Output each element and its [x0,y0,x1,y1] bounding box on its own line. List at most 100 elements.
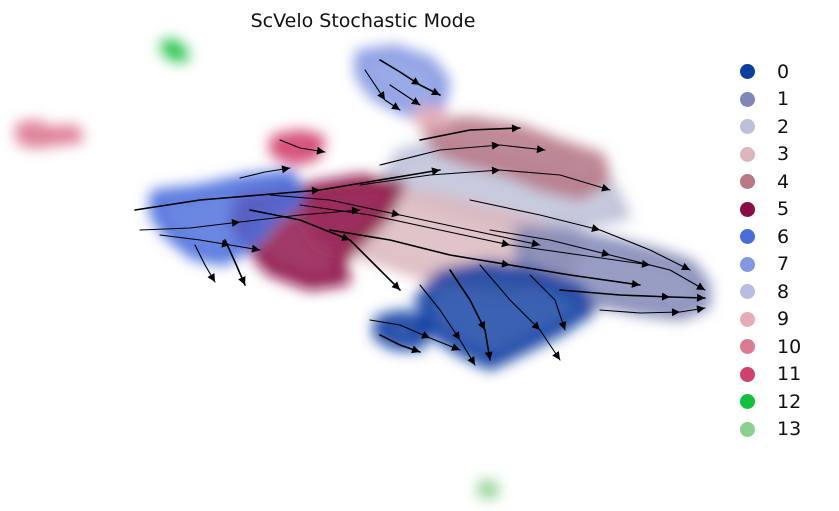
velocity-arrow-head [316,146,325,155]
velocity-arrow-head [341,233,350,241]
legend-item-5: 5 [740,196,801,224]
cluster-12-cloud [160,39,189,62]
legend-label: 12 [777,390,802,413]
velocity-arrow-head [391,281,400,290]
legend-label: 13 [777,418,802,441]
legend-label: 10 [777,335,802,358]
legend-item-3: 3 [740,141,801,169]
legend-item-12: 12 [740,388,801,416]
velocity-stream-line [329,229,641,286]
scatter-plot [15,39,710,499]
legend-swatch [740,394,755,410]
velocity-arrow-head [411,77,420,85]
legend-swatch [740,366,755,382]
velocity-arrow-head [207,273,215,282]
velocity-arrow-head [501,259,510,268]
legend-item-0: 0 [740,58,801,86]
velocity-arrow-head [251,244,260,253]
velocity-stream-line [379,144,546,166]
legend-label: 9 [777,308,790,331]
velocity-arrow-head [377,91,385,100]
cluster-0-cloud [415,260,595,370]
legend-swatch [740,64,755,80]
velocity-arrow-head [431,87,440,95]
velocity-arrow-head [531,321,540,330]
velocity-arrow-head [281,165,290,174]
velocity-arrow-head [696,282,705,290]
velocity-arrow-head [531,239,540,248]
velocity-arrow-head [696,305,705,314]
velocity-arrow-head [631,279,640,288]
legend-label: 8 [777,280,790,303]
cluster-0-cloud [373,310,430,350]
velocity-stream-line [559,289,706,299]
legend-swatch [740,284,755,300]
legend-item-9: 9 [740,306,801,334]
velocity-stream-line [419,127,521,141]
velocity-stream-line [449,269,491,361]
legend-label: 6 [777,225,790,248]
velocity-stream-line [134,169,441,211]
velocity-arrow-head [311,186,320,195]
legend-swatch [740,229,755,245]
legend-swatch [740,256,755,272]
legend-label: 4 [777,170,790,193]
velocity-arrow-head [391,209,400,218]
velocity-arrow-head [238,276,246,285]
legend-swatch [740,119,755,135]
velocity-arrow-head [452,331,460,340]
velocity-arrow-head [511,124,520,133]
velocity-stream-line [529,274,566,331]
velocity-stream-line [599,307,706,314]
velocity-arrow-head [491,141,500,150]
velocity-arrow-head [601,183,610,192]
velocity-arrow-head [601,249,610,257]
velocity-arrow-head [501,239,510,248]
legend-item-7: 7 [740,251,801,279]
legend-swatch [740,421,755,437]
velocity-stream-line [479,264,561,361]
legend-swatch [740,174,755,190]
legend-item-6: 6 [740,223,801,251]
velocity-arrow-head [661,292,670,301]
velocity-arrow-head [411,97,420,105]
velocity-arrow-head [552,351,560,360]
velocity-arrow-head [467,356,475,365]
velocity-stream-line [299,204,651,266]
legend-item-8: 8 [740,278,801,306]
velocity-stream-line [224,239,246,286]
legend-item-1: 1 [740,86,801,114]
velocity-stream-line [369,319,461,351]
legend-swatch [740,201,755,217]
chart-title: ScVelo Stochastic Mode [250,10,476,32]
legend: 0 1 2 3 4 5 6 7 8 9 10 11 12 13 [740,58,801,443]
velocity-arrow-head [231,218,240,227]
legend-item-11: 11 [740,361,801,389]
velocity-stream-line [379,59,441,96]
legend-item-4: 4 [740,168,801,196]
legend-swatch [740,146,755,162]
legend-item-10: 10 [740,333,801,361]
velocity-arrow-head [484,351,493,360]
cluster-13-cloud [477,480,500,499]
legend-label: 2 [777,115,790,138]
legend-label: 0 [777,60,790,83]
velocity-arrow-head [696,293,705,302]
velocity-arrow-head [421,331,430,339]
legend-label: 1 [777,88,790,111]
velocity-arrow-head [391,102,400,110]
legend-item-13: 13 [740,416,801,444]
legend-label: 5 [777,198,790,221]
velocity-stream-line [239,167,291,179]
legend-swatch [740,339,755,355]
velocity-stream-line [279,139,326,153]
cluster-9-cloud [413,105,450,130]
velocity-arrow-head [451,343,460,351]
legend-swatch [740,311,755,327]
velocity-stream-line [159,234,261,251]
velocity-arrow-head [558,321,567,330]
legend-item-2: 2 [740,113,801,141]
legend-label: 3 [777,143,790,166]
velocity-arrow-head [477,321,485,330]
velocity-arrow-head [491,166,500,175]
